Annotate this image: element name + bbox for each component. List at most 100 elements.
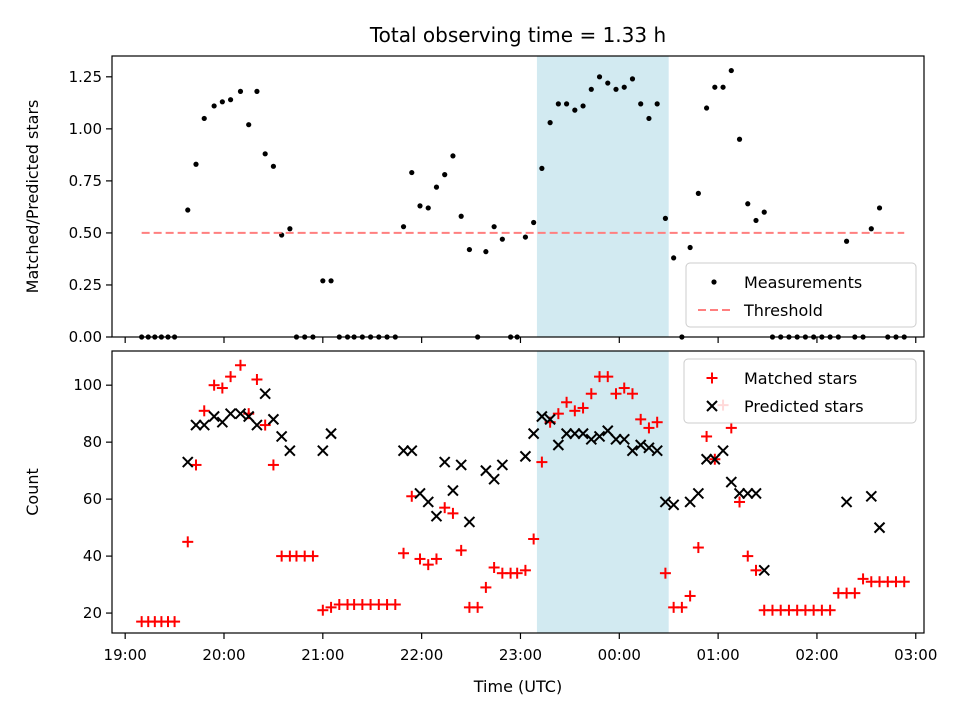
data-point [651, 444, 663, 457]
x-tick-label: 21:00 [301, 646, 344, 664]
legend-label-predicted: Predicted stars [744, 397, 864, 416]
x-tick-label: 22:00 [400, 646, 443, 664]
data-point [417, 203, 423, 209]
data-point [190, 419, 202, 431]
data-point [734, 496, 746, 508]
data-point [618, 382, 630, 394]
y-tick-label: 0.00 [69, 328, 102, 346]
legend-label-matched: Matched stars [744, 369, 857, 388]
data-point [234, 407, 247, 420]
data-point [287, 226, 293, 232]
data-point [876, 205, 883, 211]
data-point [254, 88, 260, 94]
data-point [439, 502, 451, 514]
data-point [422, 496, 434, 508]
data-point [552, 439, 565, 451]
data-point [320, 278, 326, 284]
data-point [635, 413, 647, 425]
data-point [618, 433, 630, 446]
data-point [225, 371, 237, 383]
data-point [654, 101, 660, 107]
count-plot-frame [111, 350, 925, 634]
data-point [455, 459, 467, 471]
data-point [472, 601, 484, 613]
data-point [182, 536, 194, 548]
x-tick-label: 23:00 [499, 646, 542, 664]
data-point [242, 410, 255, 423]
data-point [528, 533, 540, 545]
data-point [190, 459, 202, 471]
data-point [610, 433, 622, 446]
data-point [692, 542, 704, 554]
data-point [224, 407, 237, 420]
data-point [580, 103, 586, 109]
observing-window-shade [536, 56, 669, 337]
data-point [552, 408, 564, 420]
legend-plus [706, 372, 718, 384]
legend-marker-matched [706, 372, 718, 384]
data-point [840, 496, 853, 508]
data-point [519, 564, 531, 576]
data-point [753, 217, 759, 224]
ratio-panel: 0.00 0.25 0.50 0.75 1.00 1.25 Total observing… [23, 23, 925, 346]
data-point [539, 165, 545, 171]
ratio-x-axis-ticks [124, 337, 917, 343]
series-0-points [139, 67, 907, 340]
ratio-legend: Measurements Threshold [685, 262, 917, 328]
data-point [643, 442, 655, 454]
data-point [246, 122, 252, 128]
data-point [717, 444, 729, 457]
data-point [409, 169, 415, 176]
ratio-series-layer [139, 67, 907, 340]
data-point [634, 439, 647, 451]
data-point [547, 120, 553, 126]
count-y-axis: 20 40 60 80 100 [73, 376, 112, 622]
x-tick-label: 03:00 [894, 646, 937, 664]
legend-marker-predicted [706, 400, 718, 412]
data-point [626, 444, 639, 457]
data-point [758, 564, 770, 577]
y-tick-label: 1.00 [69, 120, 102, 138]
data-point [496, 459, 509, 471]
data-point [488, 561, 500, 573]
data-point [185, 207, 191, 213]
x-tick-label: 19:00 [104, 646, 147, 664]
data-point [414, 487, 426, 500]
series-1-points [182, 388, 886, 577]
data-point [400, 224, 407, 230]
data-point [480, 464, 492, 477]
data-point [692, 487, 705, 500]
count-panel: 20 40 60 80 100 19:00 20:00 21:00 22:00 23:00 00:… [23, 350, 937, 696]
data-point [208, 410, 220, 423]
data-point [671, 255, 677, 261]
data-point [736, 136, 743, 142]
data-point [499, 236, 505, 242]
data-point [667, 499, 680, 511]
data-point [560, 427, 573, 440]
data-point [406, 444, 418, 457]
data-point [577, 427, 589, 440]
data-point [458, 213, 464, 219]
data-point [425, 205, 431, 211]
series-0-points [136, 359, 910, 628]
ratio-plot-frame [111, 55, 925, 338]
data-point [544, 413, 556, 426]
data-point [563, 101, 570, 107]
data-point [491, 224, 497, 230]
data-point [237, 88, 244, 94]
data-point [307, 550, 319, 562]
data-point [709, 453, 721, 465]
data-point [585, 433, 598, 446]
data-point [317, 444, 329, 457]
data-point [868, 226, 874, 232]
data-point [398, 547, 410, 559]
data-point [725, 422, 737, 434]
data-point [761, 209, 767, 215]
data-point [613, 86, 619, 92]
data-point [201, 115, 207, 122]
data-point [585, 388, 597, 400]
x-tick-label: 02:00 [795, 646, 838, 664]
observing-window-shade [536, 351, 669, 633]
data-point [198, 419, 210, 431]
data-point [602, 371, 614, 383]
